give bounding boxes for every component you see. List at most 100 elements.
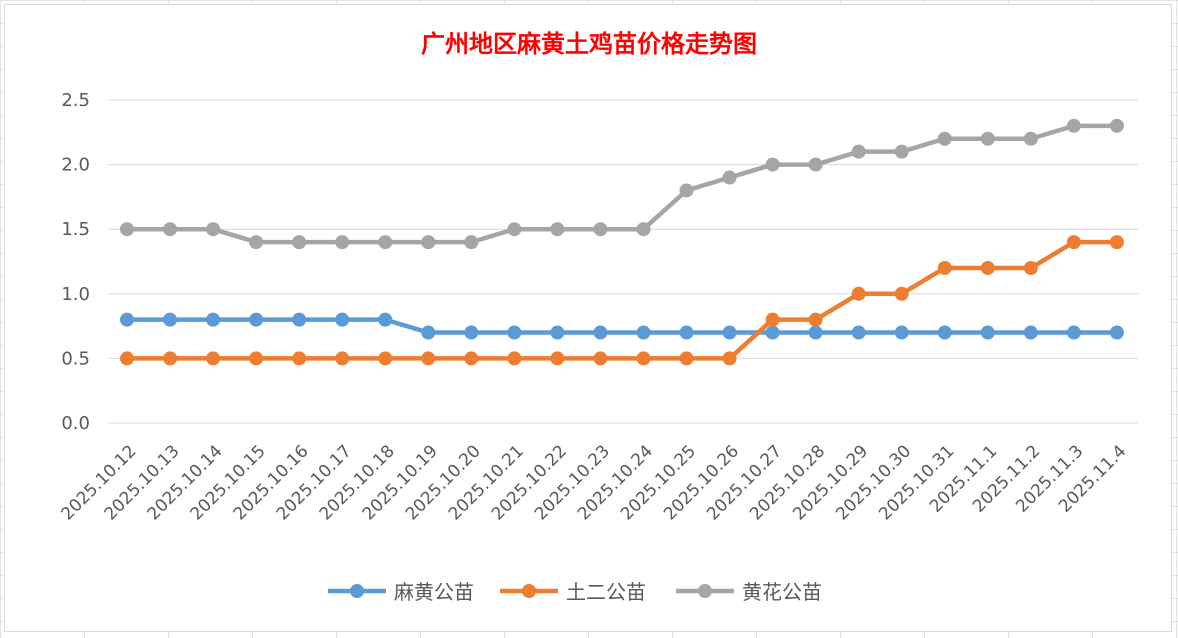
data-point [378, 235, 393, 250]
series-line [127, 317, 1117, 335]
data-point [679, 351, 694, 366]
data-point [808, 157, 823, 172]
data-point [937, 325, 952, 340]
data-point [120, 312, 134, 327]
data-point [378, 312, 393, 327]
data-point [808, 312, 823, 327]
data-point [593, 351, 608, 366]
data-point [894, 325, 909, 340]
data-point [163, 312, 178, 327]
data-point [292, 312, 307, 327]
legend-label: 土二公苗 [566, 580, 646, 604]
data-point [593, 325, 608, 340]
legend-marker [522, 584, 536, 598]
data-point [292, 235, 307, 250]
data-point [937, 131, 952, 146]
data-point [550, 222, 565, 237]
y-tick-label: 1.5 [61, 219, 90, 240]
data-point [980, 131, 995, 146]
y-tick-label: 0.5 [61, 348, 90, 369]
data-point [765, 312, 780, 327]
data-point [980, 325, 995, 340]
data-point [249, 235, 264, 250]
data-point [335, 312, 350, 327]
data-point [722, 325, 737, 340]
chart-title: 广州地区麻黄土鸡苗价格走势图 [421, 29, 757, 58]
series-line [127, 123, 1117, 245]
data-point [507, 325, 522, 340]
data-point [421, 235, 436, 250]
data-point [206, 351, 221, 366]
data-point [120, 222, 134, 237]
data-point [894, 144, 909, 159]
grid-lines [108, 99, 1138, 424]
legend-label: 黄花公苗 [742, 580, 822, 604]
data-point [335, 351, 350, 366]
data-point [163, 222, 178, 237]
data-point [464, 351, 479, 366]
data-point [550, 325, 565, 340]
data-point [851, 325, 866, 340]
y-tick-label: 2.5 [61, 90, 90, 111]
y-tick-label: 1.0 [61, 284, 90, 305]
data-point [765, 157, 780, 172]
data-point [937, 260, 952, 275]
data-point [163, 351, 178, 366]
data-point [1066, 118, 1081, 133]
data-point [1023, 260, 1038, 275]
data-point [120, 351, 134, 366]
data-point [636, 222, 651, 237]
series-line [127, 239, 1117, 361]
data-point [507, 351, 522, 366]
data-point [722, 351, 737, 366]
data-point [464, 325, 479, 340]
data-point [679, 325, 694, 340]
data-point [1109, 325, 1124, 340]
data-point [1066, 325, 1081, 340]
y-tick-label: 2.0 [61, 155, 90, 176]
data-point [249, 312, 264, 327]
data-point [378, 351, 393, 366]
data-point [249, 351, 264, 366]
data-point [980, 260, 995, 275]
data-point [722, 170, 737, 185]
y-tick-label: 0.0 [61, 413, 90, 434]
data-point [292, 351, 307, 366]
data-point [550, 351, 565, 366]
legend-item[interactable]: 黄花公苗 [676, 580, 822, 604]
data-point [421, 325, 436, 340]
legend-marker [350, 584, 364, 598]
legend[interactable]: 麻黄公苗 土二公苗 黄花公苗 [328, 580, 822, 604]
data-point [808, 325, 823, 340]
data-point [851, 286, 866, 301]
x-axis-ticks: 2025.10.122025.10.132025.10.142025.10.15… [58, 441, 1131, 524]
data-point [464, 235, 479, 250]
data-point [1023, 131, 1038, 146]
data-point [593, 222, 608, 237]
legend-item[interactable]: 土二公苗 [500, 580, 646, 604]
series-lines [120, 118, 1124, 366]
data-point [1109, 118, 1124, 133]
series-2 [120, 235, 1124, 366]
data-point [894, 286, 909, 301]
data-point [1023, 325, 1038, 340]
data-point [851, 144, 866, 159]
series-1 [120, 312, 1124, 340]
data-point [507, 222, 522, 237]
data-point [679, 183, 694, 198]
data-point [206, 312, 221, 327]
legend-marker [698, 584, 712, 598]
data-point [335, 235, 350, 250]
y-axis-ticks: 0.0 0.5 1.0 1.5 2.0 2.5 [61, 90, 90, 434]
data-point [765, 325, 780, 340]
data-point [1109, 235, 1124, 250]
data-point [636, 351, 651, 366]
series-3 [120, 118, 1124, 250]
data-point [636, 325, 651, 340]
legend-label: 麻黄公苗 [394, 580, 474, 604]
legend-item[interactable]: 麻黄公苗 [328, 580, 474, 604]
data-point [421, 351, 436, 366]
data-point [206, 222, 221, 237]
data-point [1066, 235, 1081, 250]
